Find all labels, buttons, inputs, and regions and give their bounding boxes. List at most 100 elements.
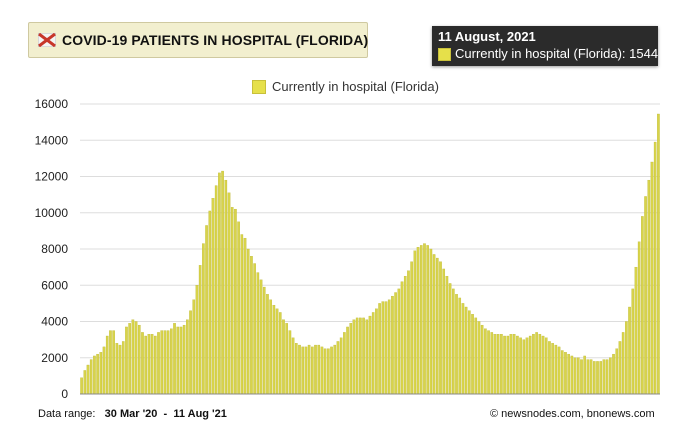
bar[interactable] bbox=[490, 332, 494, 395]
bar[interactable] bbox=[352, 319, 356, 395]
bar[interactable] bbox=[509, 334, 513, 395]
bar[interactable] bbox=[557, 346, 561, 395]
bar[interactable] bbox=[368, 315, 372, 395]
bar[interactable] bbox=[147, 334, 151, 395]
bar[interactable] bbox=[192, 299, 196, 395]
bar[interactable] bbox=[432, 254, 436, 395]
bar[interactable] bbox=[641, 216, 644, 395]
bar[interactable] bbox=[298, 344, 301, 395]
bar[interactable] bbox=[227, 192, 231, 395]
bar[interactable] bbox=[218, 172, 221, 395]
bar[interactable] bbox=[323, 348, 327, 395]
bar[interactable] bbox=[211, 198, 215, 395]
bar[interactable] bbox=[288, 330, 292, 395]
bar[interactable] bbox=[189, 310, 192, 395]
bar[interactable] bbox=[474, 317, 478, 395]
bar[interactable] bbox=[102, 346, 106, 395]
bar[interactable] bbox=[182, 324, 186, 395]
bar[interactable] bbox=[278, 312, 282, 395]
bar[interactable] bbox=[202, 243, 205, 395]
bar[interactable] bbox=[320, 346, 324, 395]
bar[interactable] bbox=[359, 317, 362, 395]
bar[interactable] bbox=[637, 241, 641, 395]
bar[interactable] bbox=[484, 328, 487, 395]
bar[interactable] bbox=[442, 268, 446, 395]
bar[interactable] bbox=[535, 332, 538, 395]
bar[interactable] bbox=[394, 292, 397, 395]
bar[interactable] bbox=[528, 335, 532, 395]
bar[interactable] bbox=[371, 312, 375, 395]
bar[interactable] bbox=[657, 113, 660, 395]
bar[interactable] bbox=[500, 334, 503, 395]
bar[interactable] bbox=[439, 261, 442, 395]
bar[interactable] bbox=[163, 330, 167, 395]
bar[interactable] bbox=[435, 257, 439, 395]
bar[interactable] bbox=[496, 334, 500, 395]
bar[interactable] bbox=[262, 286, 266, 395]
bar[interactable] bbox=[89, 359, 93, 395]
bar[interactable] bbox=[480, 324, 484, 395]
bar[interactable] bbox=[544, 337, 548, 395]
bar[interactable] bbox=[586, 359, 590, 395]
bar[interactable] bbox=[471, 314, 474, 395]
bar[interactable] bbox=[160, 330, 164, 395]
bar[interactable] bbox=[599, 361, 603, 395]
bar[interactable] bbox=[391, 295, 394, 395]
bar[interactable] bbox=[150, 334, 154, 395]
bar[interactable] bbox=[516, 335, 519, 395]
bar[interactable] bbox=[538, 334, 542, 395]
bar[interactable] bbox=[554, 344, 558, 395]
bar[interactable] bbox=[506, 335, 510, 395]
bar[interactable] bbox=[96, 353, 99, 395]
bar[interactable] bbox=[560, 350, 564, 395]
bar[interactable] bbox=[230, 207, 234, 395]
bar[interactable] bbox=[343, 332, 346, 395]
bar[interactable] bbox=[105, 335, 109, 395]
bar[interactable] bbox=[224, 179, 228, 395]
bar[interactable] bbox=[80, 377, 83, 395]
bar[interactable] bbox=[125, 326, 128, 395]
bar[interactable] bbox=[118, 344, 122, 395]
bar[interactable] bbox=[416, 247, 420, 395]
bar[interactable] bbox=[628, 306, 631, 395]
bar[interactable] bbox=[134, 321, 138, 395]
bar[interactable] bbox=[109, 330, 112, 395]
bar[interactable] bbox=[327, 348, 330, 395]
bar[interactable] bbox=[580, 359, 583, 395]
bar[interactable] bbox=[647, 179, 651, 395]
bar[interactable] bbox=[464, 306, 468, 395]
bar[interactable] bbox=[99, 352, 103, 395]
bar[interactable] bbox=[644, 196, 647, 395]
bar[interactable] bbox=[266, 294, 269, 395]
bar[interactable] bbox=[407, 270, 410, 395]
bar[interactable] bbox=[330, 346, 333, 395]
bar[interactable] bbox=[567, 353, 570, 395]
bar[interactable] bbox=[179, 326, 183, 395]
bar[interactable] bbox=[301, 346, 305, 395]
bar[interactable] bbox=[304, 346, 308, 395]
bar[interactable] bbox=[256, 272, 260, 395]
bar[interactable] bbox=[423, 243, 426, 395]
bar[interactable] bbox=[452, 288, 455, 395]
bar[interactable] bbox=[83, 370, 87, 395]
bar[interactable] bbox=[339, 337, 343, 395]
bar[interactable] bbox=[237, 221, 240, 395]
bar[interactable] bbox=[503, 335, 506, 395]
bar[interactable] bbox=[121, 341, 125, 395]
bar[interactable] bbox=[253, 263, 256, 395]
bar[interactable] bbox=[208, 210, 212, 395]
bar[interactable] bbox=[410, 261, 413, 395]
bar[interactable] bbox=[618, 341, 622, 395]
bar[interactable] bbox=[349, 323, 353, 395]
bar[interactable] bbox=[166, 330, 170, 395]
bar[interactable] bbox=[384, 301, 388, 395]
bar[interactable] bbox=[387, 299, 391, 395]
bar[interactable] bbox=[493, 334, 497, 395]
bar[interactable] bbox=[246, 248, 250, 395]
bar[interactable] bbox=[234, 208, 237, 395]
bar[interactable] bbox=[448, 283, 452, 395]
bar[interactable] bbox=[576, 357, 580, 395]
bar[interactable] bbox=[275, 308, 279, 395]
bar[interactable] bbox=[455, 294, 458, 395]
bar[interactable] bbox=[461, 303, 465, 395]
